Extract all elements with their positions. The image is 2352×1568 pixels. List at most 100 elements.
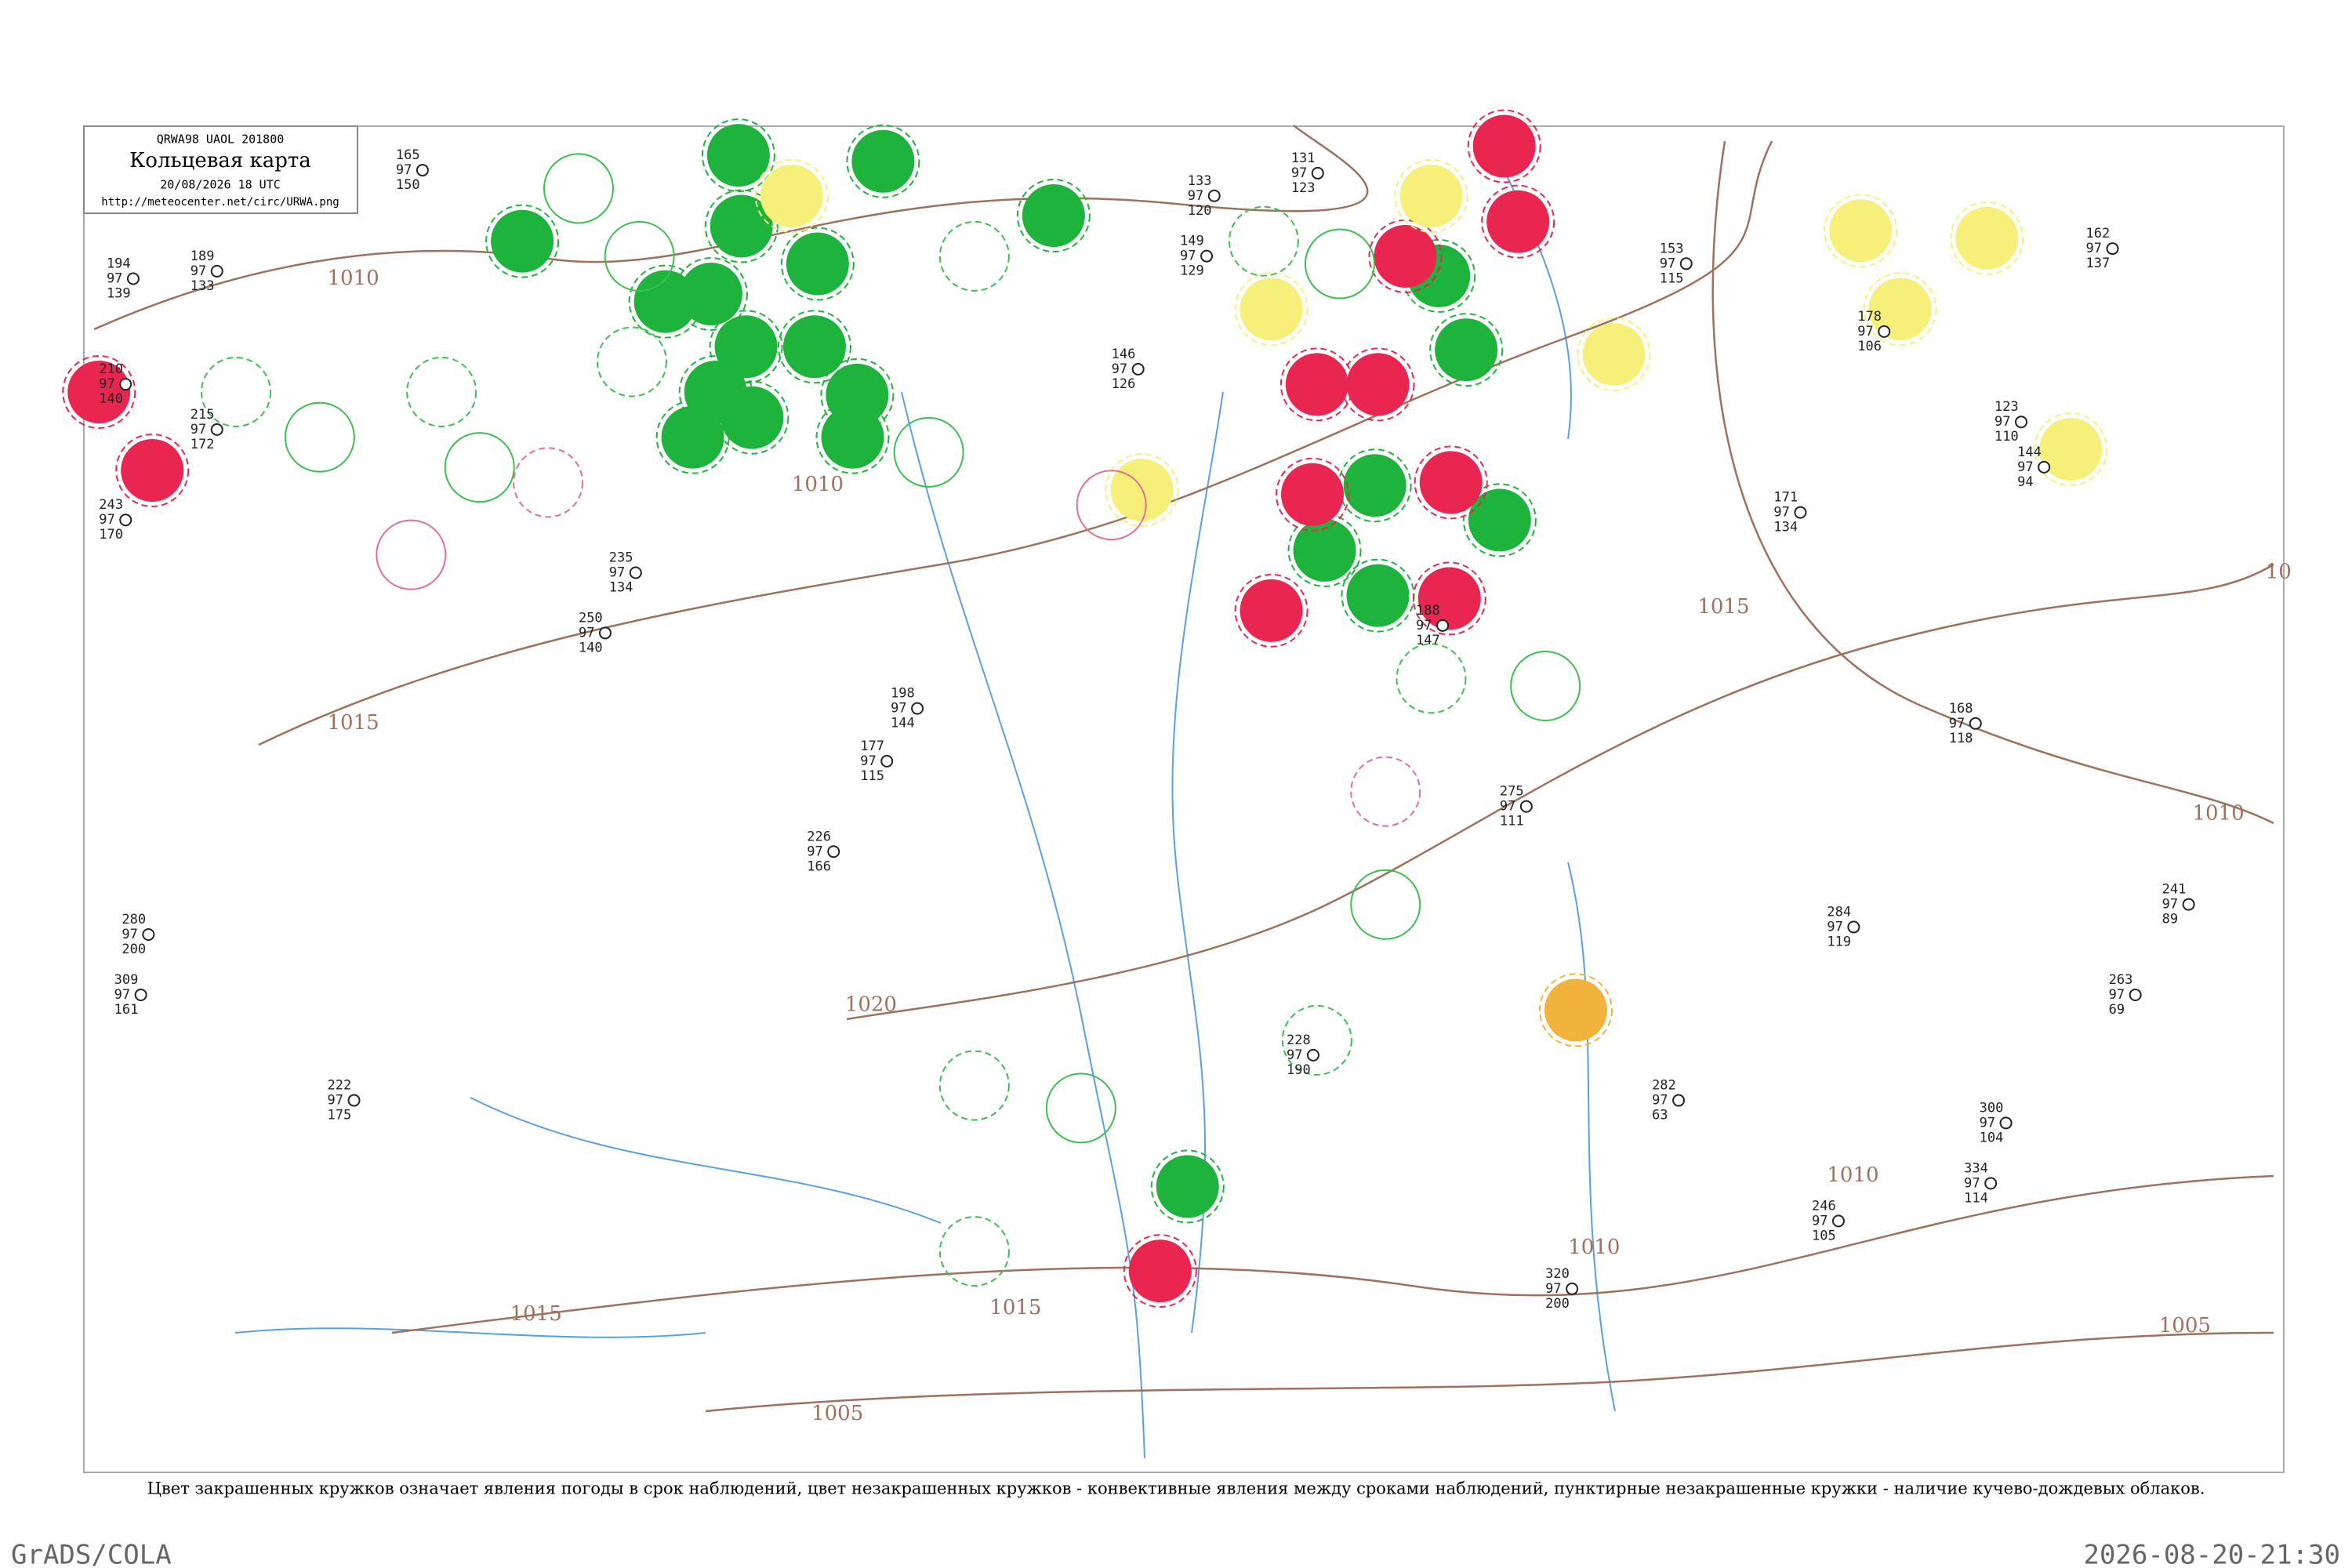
convective-ring xyxy=(444,432,515,503)
weather-circle xyxy=(1346,564,1410,627)
station-dew: 97 xyxy=(860,753,876,769)
station-dew: 97 xyxy=(1416,618,1432,633)
station-dew: 97 xyxy=(1500,799,1515,815)
weather-circle xyxy=(714,315,778,379)
station-dot xyxy=(1131,362,1145,376)
station-press: 123 xyxy=(1291,180,1316,196)
convective-ring xyxy=(1304,228,1375,299)
convective-ring xyxy=(1350,756,1421,827)
station-press: 140 xyxy=(579,640,603,655)
weather-circle xyxy=(2039,418,2103,481)
station-temp: 320 xyxy=(1545,1266,1570,1282)
station-press: 134 xyxy=(609,580,633,596)
station-press: 110 xyxy=(1994,429,2019,445)
station-temp: 188 xyxy=(1416,603,1440,619)
station-press: 94 xyxy=(2017,474,2033,490)
footer-left: GrADS/COLA xyxy=(11,1540,172,1568)
station-dot xyxy=(119,514,132,527)
isobar-label: 1015 xyxy=(989,1296,1041,1319)
station-press: 166 xyxy=(807,858,831,874)
station-dew: 97 xyxy=(1287,1047,1302,1063)
station-temp: 275 xyxy=(1500,784,1524,800)
station-press: 63 xyxy=(1652,1108,1668,1123)
station-dot xyxy=(1878,325,1891,338)
weather-circle xyxy=(760,164,823,227)
station-dew: 97 xyxy=(328,1093,343,1109)
station-dot xyxy=(2182,898,2195,911)
station-dot xyxy=(210,423,223,436)
convective-ring xyxy=(1510,650,1581,721)
header-code: QRWA98 UAOL 201800 xyxy=(157,132,285,147)
weather-circle xyxy=(1374,224,1437,288)
isobar-label: 1010 xyxy=(1827,1163,1878,1187)
convective-ring xyxy=(1045,1073,1116,1144)
weather-circle xyxy=(1419,451,1483,514)
station-dew: 97 xyxy=(2109,987,2125,1003)
station-press: 150 xyxy=(396,177,420,193)
cb-ring xyxy=(1016,178,1091,252)
header-box xyxy=(83,125,358,214)
station-temp: 226 xyxy=(807,829,831,844)
station-dew: 97 xyxy=(1291,165,1307,181)
station-dot xyxy=(1200,249,1214,263)
station-press: 161 xyxy=(114,1002,139,1018)
map-frame xyxy=(83,125,2285,1473)
station-dot xyxy=(347,1094,361,1107)
station-press: 118 xyxy=(1949,731,1973,746)
cb-ring xyxy=(115,433,190,507)
weather-circle xyxy=(1399,164,1463,227)
weather-circle xyxy=(706,124,770,187)
station-dew: 97 xyxy=(1964,1175,1980,1191)
weather-circle xyxy=(1486,190,1550,253)
station-dew: 97 xyxy=(609,565,625,581)
station-dot xyxy=(1984,1177,1998,1190)
station-dot xyxy=(416,164,429,177)
station-press: 140 xyxy=(99,391,123,407)
station-dot xyxy=(2015,416,2028,429)
convective-ring xyxy=(1228,205,1299,277)
station-dew: 97 xyxy=(1180,249,1196,264)
convective-ring xyxy=(1396,643,1467,714)
weather-circle xyxy=(491,209,554,273)
station-press: 139 xyxy=(107,286,131,302)
station-dew: 97 xyxy=(99,376,114,392)
station-dot xyxy=(2129,988,2142,1001)
cb-ring xyxy=(1481,184,1555,259)
station-temp: 146 xyxy=(1112,347,1136,362)
cb-ring xyxy=(1412,561,1486,636)
header-url: http://meteocenter.net/circ/URWA.png xyxy=(101,196,339,209)
header-title: Кольцевая карта xyxy=(129,149,311,172)
weather-circle xyxy=(1156,1155,1219,1218)
cb-ring xyxy=(1368,219,1443,293)
station-temp: 189 xyxy=(191,249,215,264)
convective-ring xyxy=(1076,470,1147,541)
station-temp: 250 xyxy=(579,610,603,626)
station-dot xyxy=(1672,1094,1686,1107)
isobar-label: 1010 xyxy=(792,473,844,496)
weather-circle xyxy=(1240,278,1303,341)
convective-ring xyxy=(1350,869,1421,940)
weather-circle xyxy=(1417,567,1481,630)
station-press: 134 xyxy=(1773,520,1798,535)
isobar-label: 1005 xyxy=(2159,1314,2211,1338)
station-temp: 198 xyxy=(891,686,915,702)
cb-ring xyxy=(1123,1234,1197,1308)
cb-ring xyxy=(62,354,136,429)
station-temp: 246 xyxy=(1812,1198,1836,1214)
cb-ring xyxy=(1287,513,1362,587)
station-plots: 1659715019497139189971332109714021597172… xyxy=(99,147,2195,1312)
weather-circle xyxy=(1128,1240,1192,1303)
station-dew: 97 xyxy=(579,625,594,641)
station-temp: 243 xyxy=(99,497,123,513)
isobar-lines xyxy=(93,125,2274,1413)
isobar-label: 1010 xyxy=(1568,1236,1620,1259)
weather-circles xyxy=(62,109,2108,1308)
cb-ring xyxy=(1105,452,1179,527)
station-temp: 131 xyxy=(1291,151,1316,166)
isobar-label: 1020 xyxy=(845,993,897,1017)
station-dot xyxy=(1311,166,1324,180)
station-dew: 97 xyxy=(1112,361,1127,377)
isobar-labels: 1010 1015 1010 1015 1020 1015 1005 1010 1010 1005… xyxy=(328,267,2292,1425)
station-temp: 194 xyxy=(107,256,131,272)
